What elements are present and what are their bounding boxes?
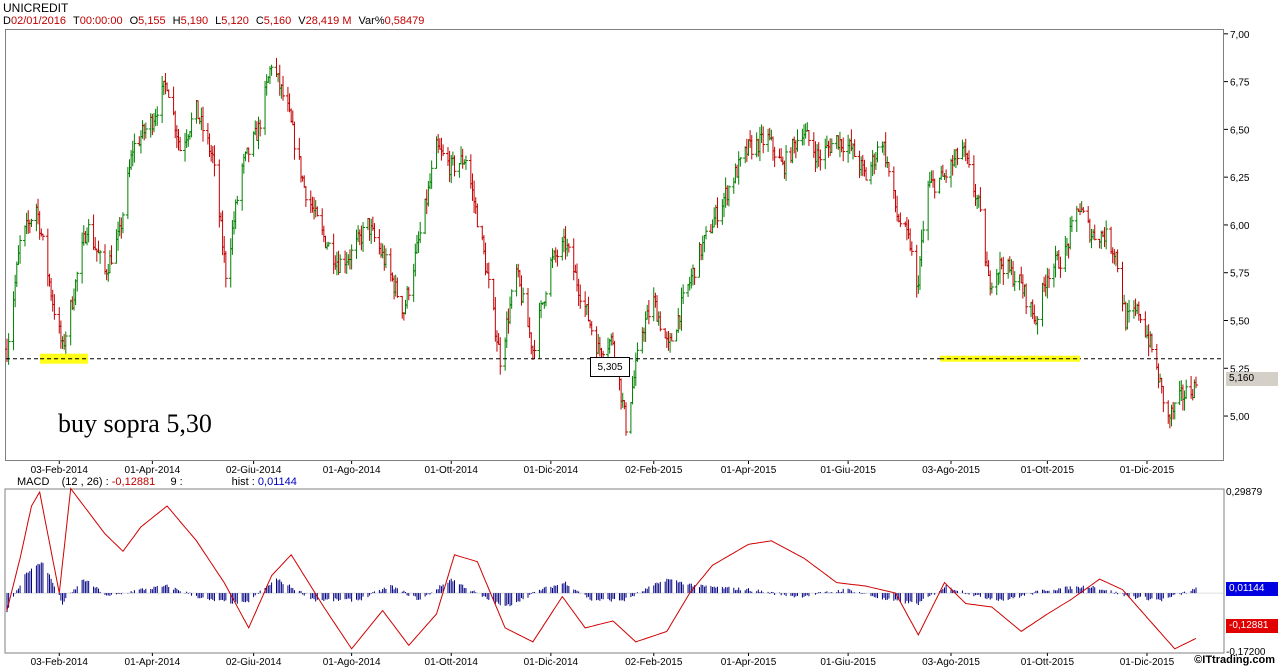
x-tick-label: 01-Ott-2015 [1021,465,1075,476]
hist-value-tag: 0,01144 [1226,582,1278,596]
x-tick-label: 03-Ago-2015 [922,657,980,668]
x-tick-label: 01-Dic-2015 [1120,657,1175,668]
x-tick-label: 01-Dic-2014 [524,465,579,476]
buy-annotation: buy sopra 5,30 [58,409,212,438]
macd-value-tag: -0,12881 [1226,619,1278,633]
macd-label: MACD [17,476,50,488]
ohlc-value: 5,160 [263,15,292,27]
macd-y-tick-label: -0,17200 [1226,647,1266,658]
macd-header: MACD (12 , 26) : -0,12881 9 : hist : 0,0… [17,476,297,488]
x-tick-label: 01-Dic-2014 [524,657,579,668]
x-tick-label: 03-Feb-2014 [31,657,89,668]
ohlc-key: L [215,15,222,27]
instrument-title: UNICREDIT [3,1,69,15]
macd-y-tick-label: 0,29879 [1226,487,1263,498]
x-tick-label: 01-Giu-2015 [820,465,876,476]
x-tick-label: 01-Ago-2014 [323,657,381,668]
ohlc-value: 5,120 [221,15,249,27]
ohlc-value: 0,58479 [384,15,425,27]
ohlc-key: D [3,15,11,27]
y-tick-label: 5,75 [1230,269,1250,280]
y-tick-label: 7,00 [1230,30,1250,41]
ohlc-value: 00:00:00 [79,15,123,27]
y-tick-label: 6,25 [1230,173,1250,184]
y-tick-label: 5,25 [1230,364,1250,375]
y-tick-label: 6,50 [1230,125,1250,136]
hist-value: 0,01144 [257,476,297,488]
y-tick-label: 5,50 [1230,316,1250,327]
ohlc-key: O [129,15,139,27]
ohlc-key: V [298,15,306,27]
brand-watermark: ©ITtrading.com [1194,654,1275,666]
macd-params: (12 , 26) : [61,476,109,488]
ohlc-readout: D02/01/2016 T00:00:00 O5,155 H5,190 L5,120 C5… [3,15,431,27]
ohlc-key: C [255,15,264,27]
x-tick-label: 01-Dic-2015 [1120,465,1175,476]
macd-value: -0,12881 [111,476,156,488]
y-tick-label: 6,00 [1230,221,1250,232]
ohlc-key: H [172,15,181,27]
x-tick-label: 01-Apr-2015 [721,465,777,476]
x-tick-label: 01-Ott-2015 [1021,657,1075,668]
x-tick-label: 01-Apr-2014 [125,657,181,668]
ohlc-value: 02/01/2016 [10,15,67,27]
macd-panel-frame [4,488,1225,654]
x-tick-label: 03-Feb-2014 [31,465,89,476]
ohlc-key: T [73,15,80,27]
macd-signal: 9 : [170,476,183,488]
ohlc-value: 28,419 M [305,15,352,27]
x-tick-label: 01-Apr-2014 [125,465,181,476]
x-tick-label: 02-Giu-2014 [226,465,282,476]
ohlc-key: Var% [358,15,385,27]
x-tick-label: 02-Giu-2014 [226,657,282,668]
y-tick-label: 6,75 [1230,78,1250,89]
hist-label: hist : [231,476,255,488]
x-tick-label: 02-Feb-2015 [625,657,683,668]
x-tick-label: 01-Apr-2015 [721,657,777,668]
price-chart-panel[interactable] [5,29,1224,461]
ohlc-value: 5,190 [180,15,209,27]
x-tick-label: 01-Ago-2014 [323,465,381,476]
last-price-tag: 5,160 [1226,372,1278,386]
x-tick-label: 01-Giu-2015 [820,657,876,668]
macd-line [6,487,1197,650]
ohlc-value: 5,155 [138,15,166,27]
x-tick-label: 03-Ago-2015 [922,465,980,476]
x-tick-label: 01-Ott-2014 [425,657,479,668]
y-tick-label: 5,00 [1230,412,1250,423]
x-tick-label: 01-Ott-2014 [425,465,479,476]
x-tick-label: 02-Feb-2015 [625,465,683,476]
support-callout: 5,305 [590,357,630,377]
